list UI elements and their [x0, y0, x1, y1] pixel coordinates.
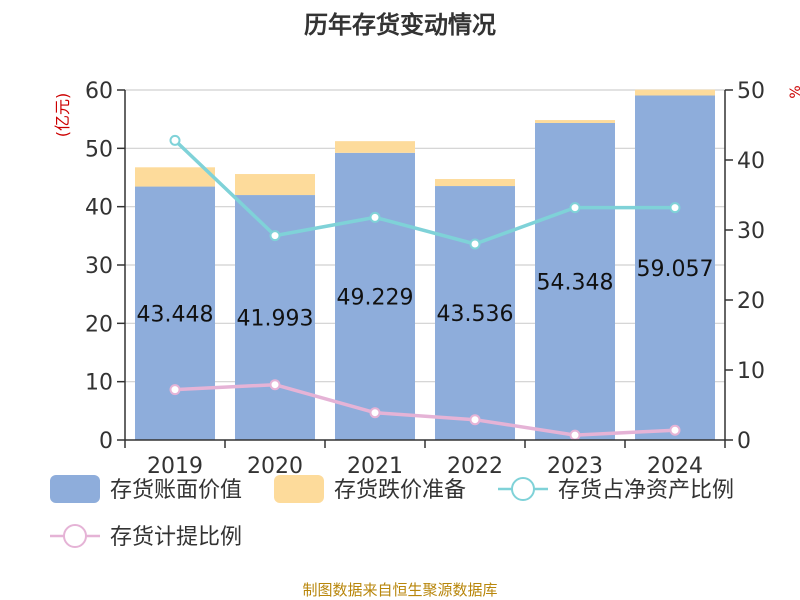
point-net-asset-ratio — [669, 202, 681, 214]
point-provision-ratio — [269, 379, 281, 391]
point-net-asset-ratio — [369, 211, 381, 223]
y-right-tick-label: 40 — [737, 149, 765, 174]
y-left-tick-label: 40 — [85, 196, 113, 221]
line-provision-ratio — [174, 382, 676, 437]
y-left-tick-label: 20 — [85, 312, 113, 337]
y-right-tick-label: 30 — [737, 219, 765, 244]
bar-value-label: 43.448 — [137, 302, 214, 327]
bar-book-value — [135, 186, 215, 440]
legend-net-asset-ratio[interactable]: 存货占净资产比例 — [498, 477, 734, 503]
y-right-ticks: 0 10 20 30 40 50 — [725, 79, 765, 454]
bar-value-label: 49.229 — [337, 285, 414, 310]
bars — [135, 89, 715, 441]
x-tick-label: 2023 — [547, 454, 603, 479]
legend-provision-ratio[interactable]: 存货计提比例 — [50, 524, 242, 550]
line-series — [169, 134, 681, 441]
legend-swatch — [50, 475, 100, 503]
x-tick-label: 2020 — [247, 454, 303, 479]
point-provision-ratio — [669, 424, 681, 436]
bar-impairment — [635, 89, 715, 96]
legend-label: 存货账面价值 — [110, 478, 242, 503]
bar-book-value — [335, 152, 415, 441]
y-right-tick-label: 50 — [737, 79, 765, 104]
y-right-tick-label: 20 — [737, 289, 765, 314]
bar-impairment — [435, 179, 515, 187]
point-provision-ratio — [169, 384, 181, 396]
point-net-asset-ratio — [169, 134, 181, 146]
x-tick-label: 2019 — [147, 454, 203, 479]
legend-label: 存货跌价准备 — [334, 478, 466, 503]
bar-value-label: 41.993 — [237, 307, 314, 332]
line-net-asset-ratio — [173, 139, 675, 246]
y-right-axis-label: % — [788, 85, 800, 98]
y-left-tick-label: 30 — [85, 254, 113, 279]
x-tick-label: 2021 — [347, 454, 403, 479]
point-provision-ratio — [469, 414, 481, 426]
bar-value-label: 54.348 — [537, 270, 614, 295]
bar-value-label: 43.536 — [437, 302, 514, 327]
point-provision-ratio — [569, 429, 581, 441]
bar-book-value — [535, 122, 615, 440]
point-net-asset-ratio — [569, 202, 581, 214]
point-provision-ratio — [369, 407, 381, 419]
legend-impairment[interactable]: 存货跌价准备 — [274, 475, 466, 503]
legend-swatch — [274, 475, 324, 503]
y-right-tick-label: 0 — [737, 429, 751, 454]
legend-marker — [511, 477, 535, 501]
bar-value-label: 59.057 — [637, 257, 714, 282]
legend-marker — [63, 524, 87, 548]
y-left-tick-label: 60 — [85, 79, 113, 104]
x-axis-ticks: 2019 2020 2021 2022 2023 2024 — [124, 440, 726, 479]
y-left-axis-label: (亿元) — [53, 93, 72, 138]
legend-label: 存货占净资产比例 — [558, 478, 734, 503]
y-left-ticks: 0 10 20 30 40 50 60 — [85, 79, 125, 454]
gridlines — [125, 89, 725, 383]
point-net-asset-ratio — [269, 230, 281, 242]
y-left-tick-label: 50 — [85, 137, 113, 162]
legend-label: 存货计提比例 — [110, 525, 242, 550]
legend-book-value[interactable]: 存货账面价值 — [50, 475, 242, 503]
bar-impairment — [535, 120, 615, 123]
bar-book-value — [435, 186, 515, 440]
bar-impairment — [235, 174, 315, 196]
bar-labels: 43.448 41.993 49.229 43.536 54.348 59.057 — [137, 257, 714, 332]
bar-impairment — [335, 141, 415, 153]
y-left-tick-label: 10 — [85, 371, 113, 396]
source-note: 制图数据来自恒生聚源数据库 — [302, 581, 497, 599]
x-tick-label: 2024 — [647, 454, 703, 479]
y-left-tick-label: 0 — [99, 429, 113, 454]
bar-impairment — [135, 167, 215, 187]
point-net-asset-ratio — [469, 238, 481, 250]
y-right-tick-label: 10 — [737, 359, 765, 384]
x-tick-label: 2022 — [447, 454, 503, 479]
bar-book-value — [635, 95, 715, 441]
chart-title: 历年存货变动情况 — [304, 11, 496, 39]
